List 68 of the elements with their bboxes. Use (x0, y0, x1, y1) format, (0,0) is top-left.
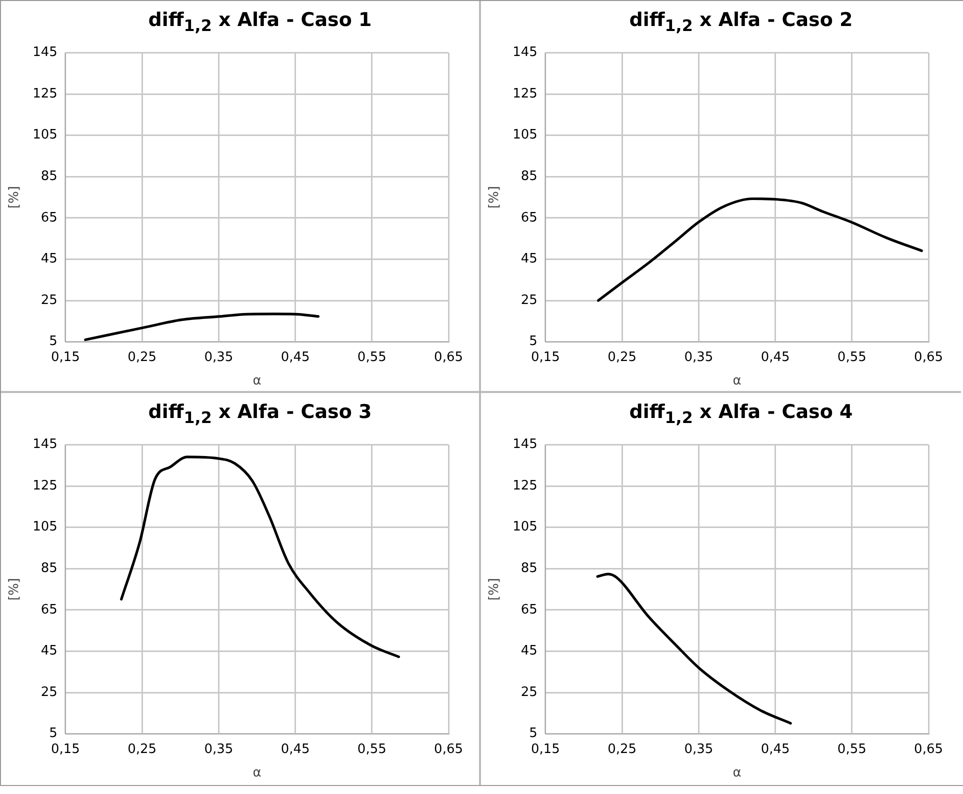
x-tick-label: 0,65 (434, 350, 464, 365)
y-axis-title: [%] (7, 186, 22, 209)
x-tick-label: 0,55 (357, 742, 386, 757)
y-tick-label: 105 (32, 128, 58, 143)
x-axis-title: α (732, 766, 742, 781)
y-tick-label: 125 (32, 478, 58, 494)
x-tick-label: 0,65 (914, 350, 944, 365)
y-tick-label: 105 (512, 520, 538, 535)
chart-title: diff$_{1,2}$ x Alfa - Caso 3 (147, 400, 373, 429)
y-tick-label: 5 (529, 334, 538, 350)
x-tick-label: 0,65 (434, 742, 464, 757)
y-tick-label: 145 (32, 45, 58, 60)
y-tick-label: 85 (40, 561, 58, 576)
x-tick-label: 0,55 (357, 350, 386, 365)
y-tick-label: 85 (520, 561, 538, 576)
x-tick-label: 0,25 (128, 350, 157, 365)
x-tick-label: 0,55 (837, 350, 866, 365)
chart-title: diff$_{1,2}$ x Alfa - Caso 2 (628, 8, 854, 37)
y-tick-label: 5 (529, 726, 538, 742)
x-tick-label: 0,55 (837, 742, 866, 757)
x-axis-title: α (252, 374, 262, 389)
chart-title: diff$_{1,2}$ x Alfa - Caso 4 (628, 400, 854, 429)
y-tick-label: 25 (520, 684, 538, 700)
x-tick-label: 0,15 (50, 350, 80, 365)
y-tick-label: 25 (40, 684, 58, 700)
x-axis-title: α (732, 374, 742, 389)
y-axis-title: [%] (487, 578, 502, 601)
y-tick-label: 145 (512, 437, 538, 452)
y-axis-title: [%] (7, 578, 22, 601)
x-tick-label: 0,15 (530, 350, 560, 365)
y-tick-label: 65 (520, 602, 538, 618)
y-tick-label: 125 (512, 478, 538, 494)
y-tick-label: 45 (40, 252, 58, 267)
x-tick-label: 0,65 (914, 742, 944, 757)
x-tick-label: 0,15 (530, 742, 560, 757)
y-tick-label: 125 (32, 86, 58, 102)
y-tick-label: 45 (40, 644, 58, 659)
y-axis-title: [%] (487, 186, 502, 209)
x-tick-label: 0,15 (50, 742, 80, 757)
x-tick-label: 0,25 (128, 742, 157, 757)
y-tick-label: 85 (520, 169, 538, 184)
y-tick-label: 5 (49, 334, 58, 350)
x-tick-label: 0,35 (684, 350, 714, 365)
y-tick-label: 145 (512, 45, 538, 60)
x-tick-label: 0,35 (204, 350, 234, 365)
x-tick-label: 0,25 (608, 742, 637, 757)
y-tick-label: 105 (512, 128, 538, 143)
x-tick-label: 0,35 (684, 742, 714, 757)
y-tick-label: 45 (520, 252, 538, 267)
x-tick-label: 0,45 (760, 350, 790, 365)
x-axis-title: α (252, 766, 262, 781)
chart-title: diff$_{1,2}$ x Alfa - Caso 1 (147, 8, 373, 37)
y-tick-label: 45 (520, 644, 538, 659)
x-tick-label: 0,45 (760, 742, 790, 757)
x-tick-label: 0,45 (280, 350, 310, 365)
y-tick-label: 145 (32, 437, 58, 452)
x-tick-label: 0,35 (204, 742, 234, 757)
y-tick-label: 85 (40, 169, 58, 184)
y-tick-label: 25 (40, 292, 58, 308)
y-tick-label: 125 (512, 86, 538, 102)
y-tick-label: 105 (32, 520, 58, 535)
y-tick-label: 5 (49, 726, 58, 742)
y-tick-label: 65 (520, 210, 538, 226)
y-tick-label: 65 (40, 210, 58, 226)
y-tick-label: 25 (520, 292, 538, 308)
x-tick-label: 0,25 (608, 350, 637, 365)
y-tick-label: 65 (40, 602, 58, 618)
x-tick-label: 0,45 (280, 742, 310, 757)
